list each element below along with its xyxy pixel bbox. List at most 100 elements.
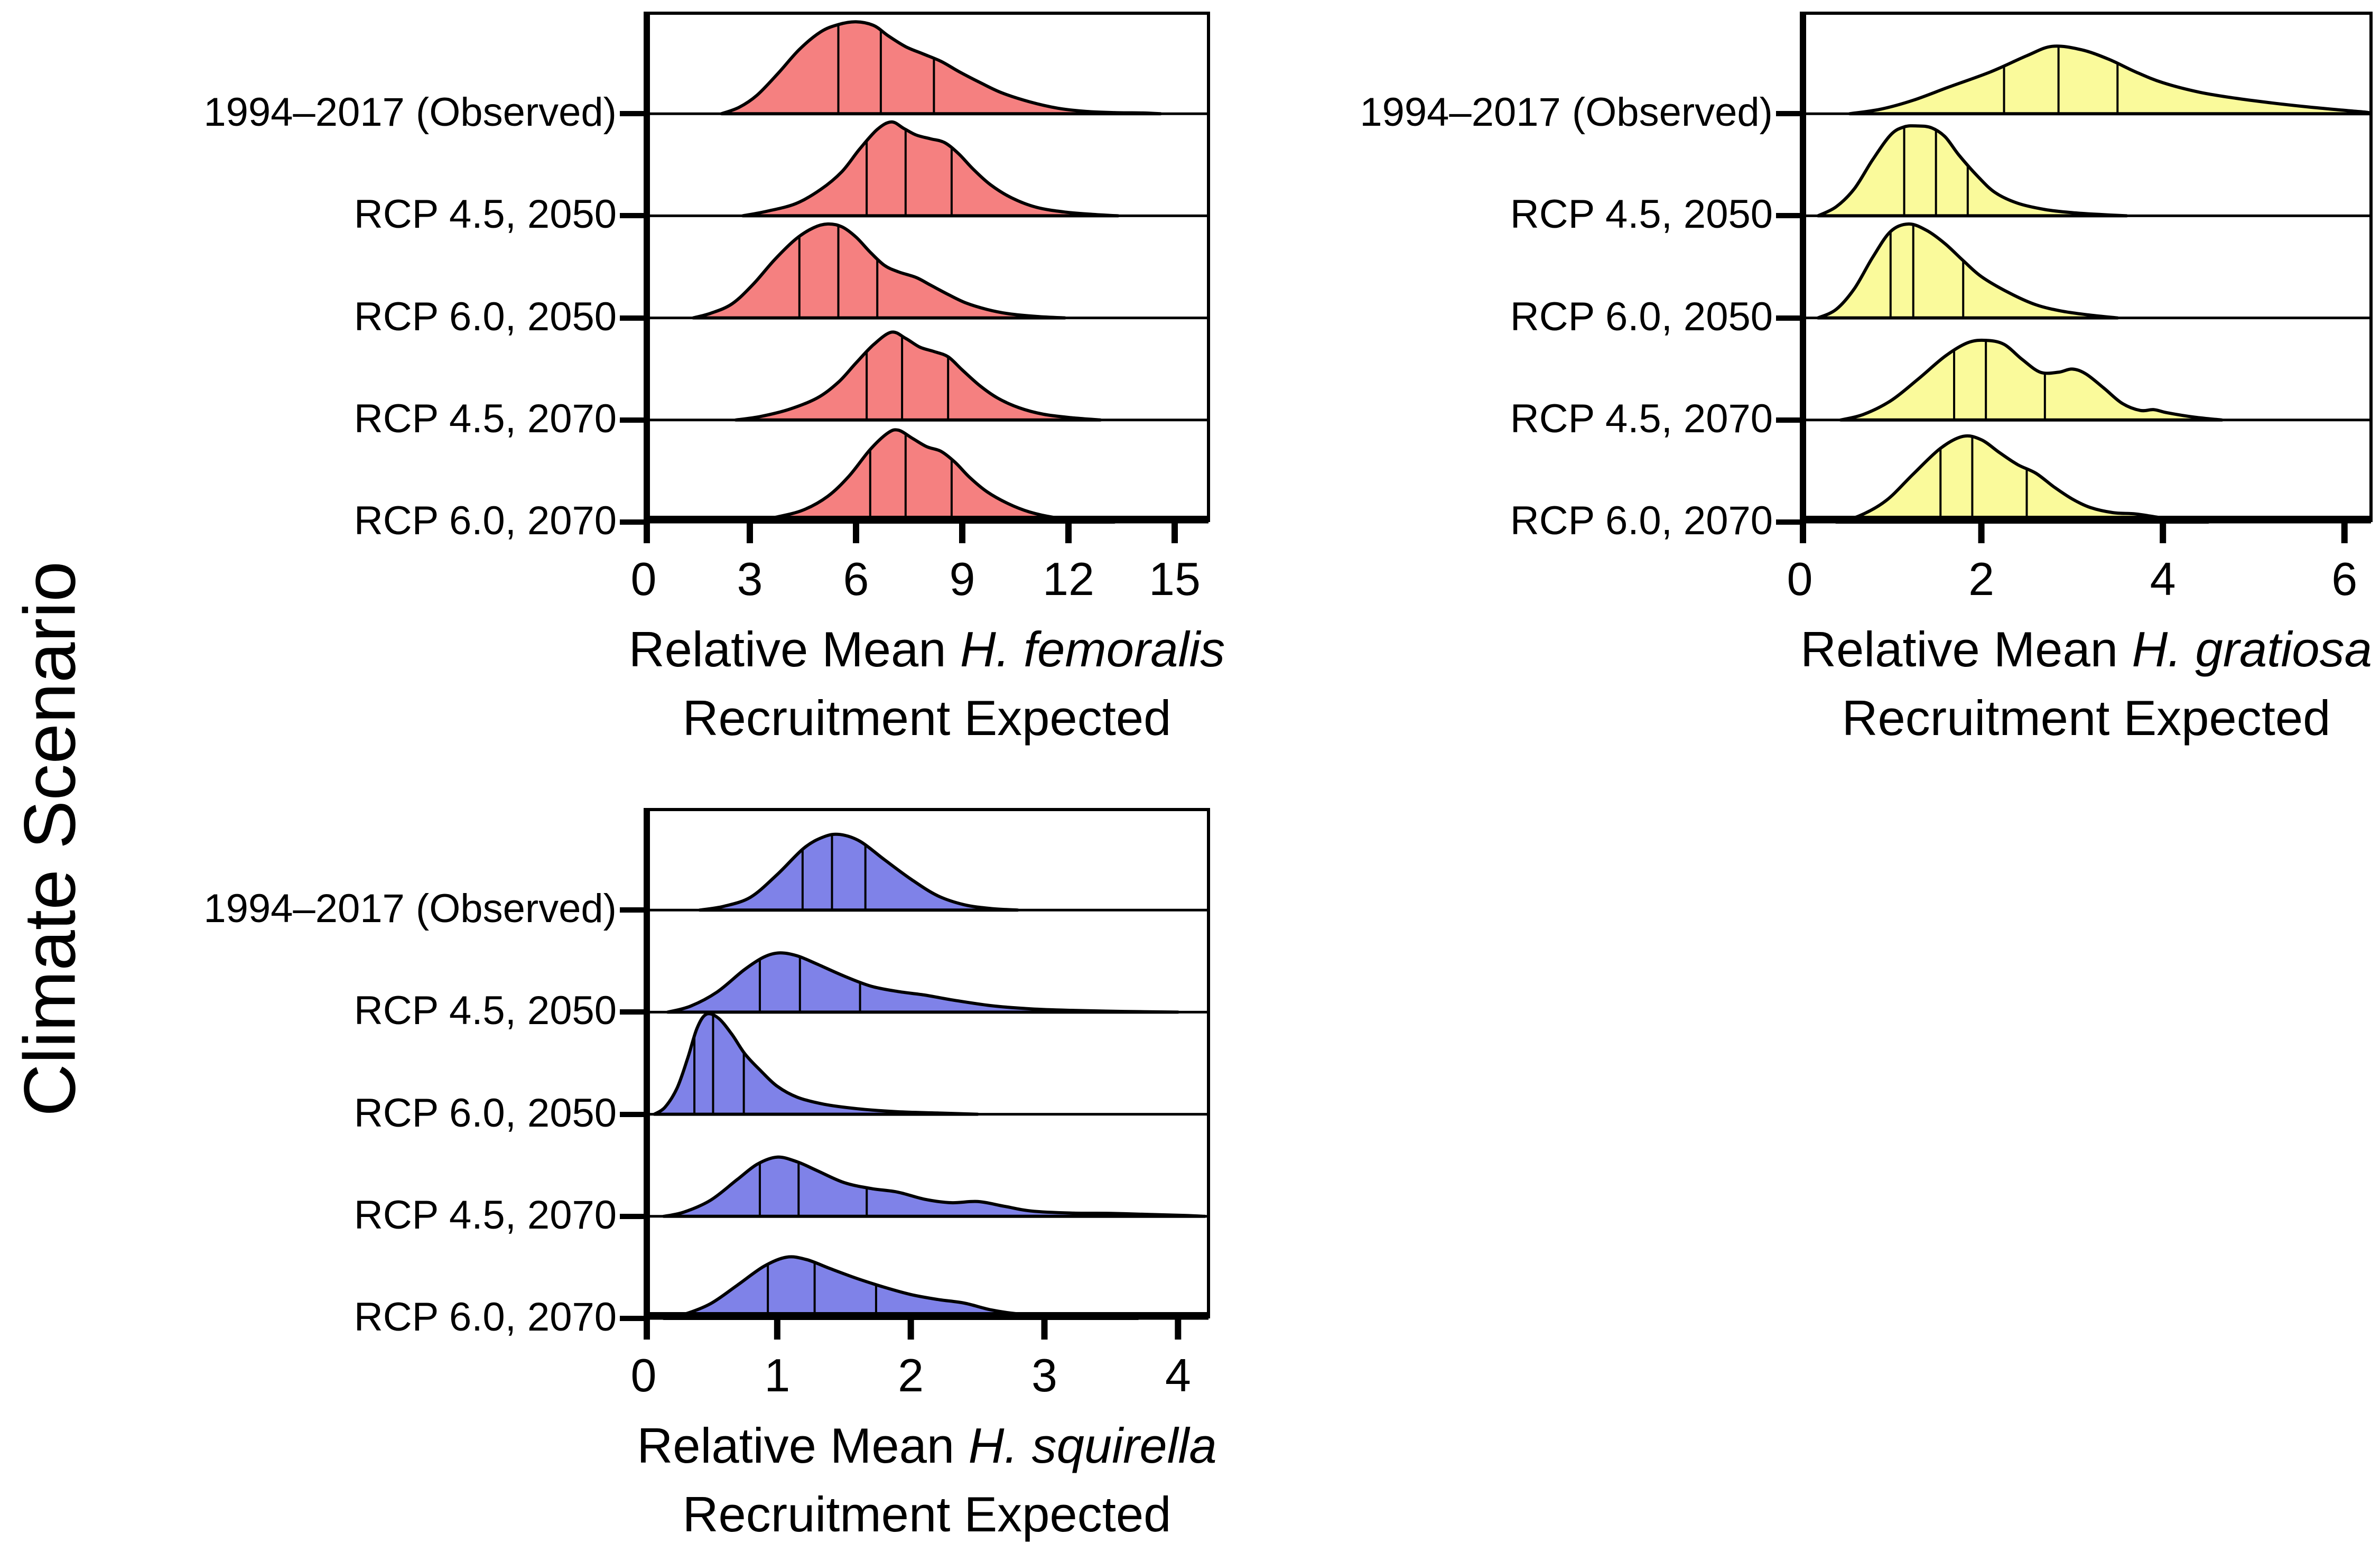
- scenario-label-5: RCP 6.0, 2070: [1510, 498, 1773, 543]
- density-outline: [734, 330, 1102, 422]
- scenario-label-4: RCP 4.5, 2070: [354, 1192, 617, 1238]
- y-tick-mark: [620, 1316, 644, 1321]
- scenario-label-4: RCP 4.5, 2070: [1510, 396, 1773, 441]
- y-tick-mark: [1776, 519, 1800, 525]
- x-tick-label: 2: [898, 1349, 924, 1401]
- x-axis-title-line2: Recruitment Expected: [1842, 690, 2331, 746]
- x-tick-mark: [2160, 519, 2167, 543]
- y-tick-mark: [620, 111, 644, 117]
- density-outline: [748, 428, 1117, 524]
- density-outline: [1816, 124, 2128, 218]
- x-tick-label: 15: [1149, 553, 1201, 605]
- density-outline: [1839, 338, 2224, 422]
- x-axis-title-line1: Relative Mean H. gratiosa: [1800, 621, 2372, 678]
- x-axis-title-line1: Relative Mean H. femoralis: [629, 621, 1225, 678]
- x-tick-label: 12: [1043, 553, 1094, 605]
- x-axis-title-line2: Recruitment Expected: [682, 1486, 1172, 1542]
- scenario-label-3: RCP 6.0, 2050: [354, 1090, 617, 1136]
- density-fill: [742, 122, 1118, 216]
- scenario-label-1: 1994–2017 (Observed): [203, 90, 617, 135]
- x-tick-mark: [1041, 1315, 1048, 1340]
- y-tick-mark: [620, 1009, 644, 1015]
- scenario-label-2: RCP 4.5, 2050: [1510, 192, 1773, 237]
- x-tick-mark: [747, 519, 753, 543]
- density-outline: [1834, 434, 2210, 524]
- density-outline: [1848, 44, 2372, 116]
- y-tick-mark: [620, 417, 644, 423]
- y-tick-mark: [1776, 213, 1800, 219]
- density-outline: [666, 951, 1180, 1014]
- x-tick-label: 4: [2150, 553, 2176, 605]
- species-name: H. gratiosa: [2132, 621, 2372, 677]
- scenario-label-5: RCP 6.0, 2070: [354, 498, 617, 543]
- x-axis-title-prefix: Relative Mean: [1800, 621, 2118, 677]
- y-tick-mark: [1776, 315, 1800, 321]
- y-tick-mark: [620, 519, 644, 525]
- y-tick-mark: [1776, 417, 1800, 423]
- x-tick-label: 2: [1968, 553, 1995, 605]
- density-outline: [720, 20, 1163, 116]
- y-tick-mark: [620, 315, 644, 321]
- density-outline: [1816, 222, 2119, 320]
- density-fill: [693, 224, 1065, 318]
- x-tick-label: 4: [1165, 1349, 1191, 1401]
- density-outline: [741, 120, 1120, 218]
- x-tick-mark: [1065, 519, 1072, 543]
- density-fill: [1818, 224, 2118, 318]
- density-fill: [700, 834, 1018, 910]
- density-fill: [663, 1257, 1138, 1318]
- density-fill: [667, 953, 1178, 1012]
- density-outline: [662, 1155, 1206, 1218]
- x-tick-mark: [853, 519, 859, 543]
- density-fill: [654, 1014, 978, 1114]
- scenario-label-5: RCP 6.0, 2070: [354, 1294, 617, 1340]
- ridgeline-plot-squirella: [644, 808, 1210, 1340]
- density-fill: [1836, 435, 2209, 522]
- x-tick-label: 6: [843, 553, 869, 605]
- ridgeline-plot-femoralis: [644, 12, 1210, 543]
- density-fill: [1840, 340, 2222, 420]
- x-axis-title-line2: Recruitment Expected: [682, 690, 1172, 746]
- density-fill: [721, 22, 1161, 114]
- x-tick-mark: [1978, 519, 1985, 543]
- scenario-label-2: RCP 4.5, 2050: [354, 192, 617, 237]
- scenario-label-1: 1994–2017 (Observed): [1360, 90, 1773, 135]
- x-tick-label: 3: [1031, 1349, 1057, 1401]
- y-tick-mark: [620, 213, 644, 219]
- x-tick-mark: [907, 1315, 914, 1340]
- x-tick-label: 0: [1787, 553, 1813, 605]
- x-axis-title-prefix: Relative Mean: [637, 1418, 955, 1473]
- scenario-label-3: RCP 6.0, 2050: [1510, 294, 1773, 339]
- density-outline: [698, 832, 1019, 912]
- x-tick-mark: [959, 519, 965, 543]
- density-fill: [736, 332, 1101, 420]
- x-tick-label: 3: [737, 553, 763, 605]
- density-outline: [653, 1012, 980, 1116]
- x-axis-title-line1: Relative Mean H. squirella: [637, 1417, 1216, 1474]
- x-tick-label: 0: [630, 1349, 657, 1401]
- x-tick-label: 1: [764, 1349, 791, 1401]
- y-tick-mark: [620, 1111, 644, 1117]
- density-outline: [691, 222, 1067, 320]
- x-axis-title-prefix: Relative Mean: [628, 621, 946, 677]
- scenario-label-3: RCP 6.0, 2050: [354, 294, 617, 339]
- x-tick-label: 0: [630, 553, 657, 605]
- species-name: H. femoralis: [960, 621, 1225, 677]
- density-fill: [750, 430, 1115, 522]
- x-tick-mark: [644, 519, 650, 543]
- species-name: H. squirella: [968, 1418, 1217, 1473]
- ridgeline-plot-gratiosa: [1800, 12, 2373, 543]
- y-tick-mark: [620, 1213, 644, 1219]
- y-tick-mark: [1776, 111, 1800, 117]
- x-tick-mark: [774, 1315, 780, 1340]
- x-tick-mark: [1175, 1315, 1182, 1340]
- density-fill: [1849, 46, 2370, 114]
- x-tick-mark: [2341, 519, 2348, 543]
- x-tick-label: 6: [2331, 553, 2358, 605]
- x-tick-mark: [1172, 519, 1178, 543]
- scenario-label-1: 1994–2017 (Observed): [203, 886, 617, 932]
